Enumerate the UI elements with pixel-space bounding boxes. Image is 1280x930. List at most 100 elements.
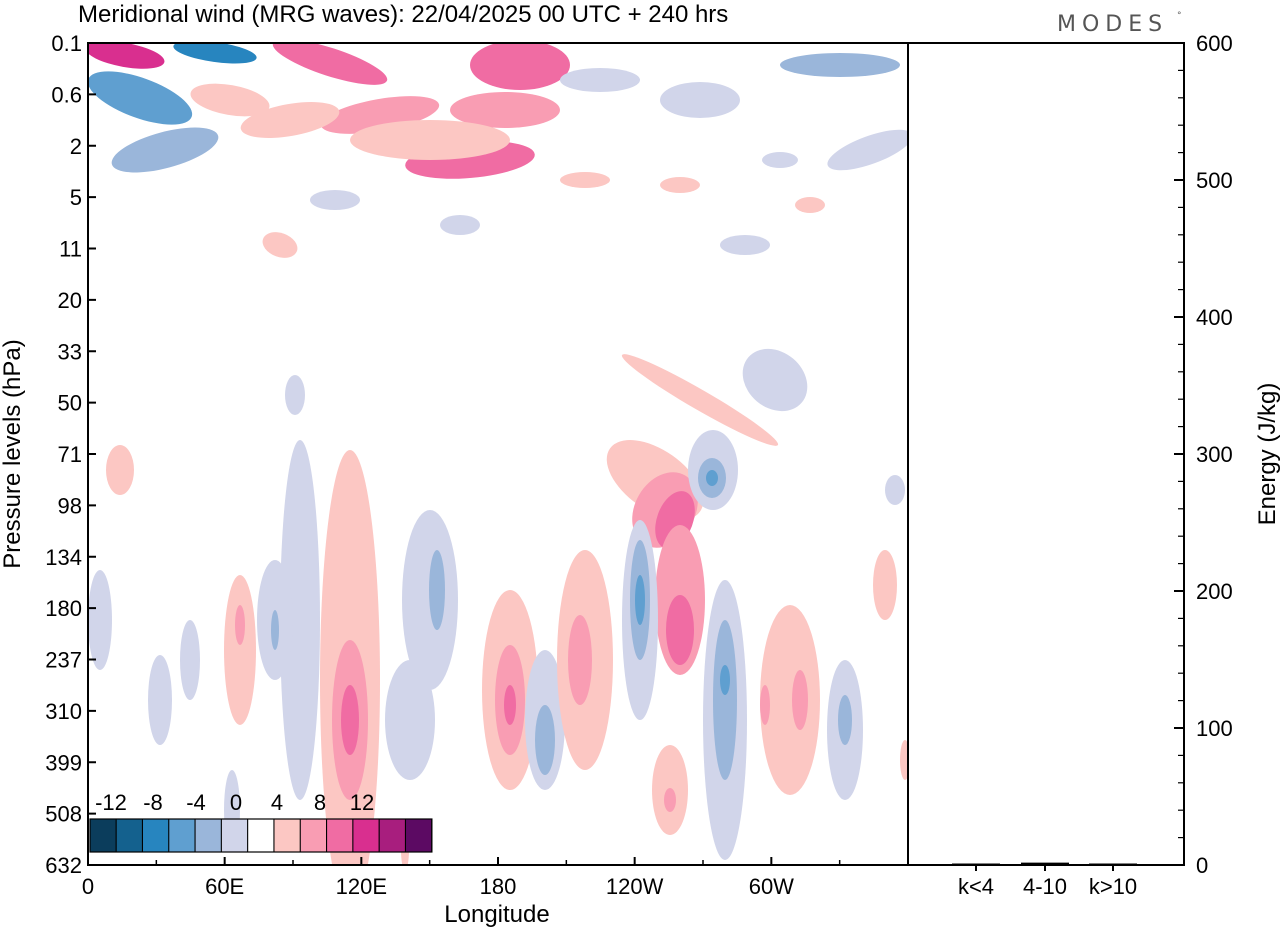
positive-anomaly-4 xyxy=(450,92,560,128)
positive-anomaly-32 xyxy=(666,595,694,665)
hovmoller-plot xyxy=(87,42,909,866)
positive-anomaly-22 xyxy=(190,83,270,117)
negative-anomaly-14 xyxy=(827,129,908,171)
positive-anomaly-49 xyxy=(235,605,245,645)
colorbar-swatch xyxy=(142,818,170,853)
positive-anomaly-24 xyxy=(621,354,779,446)
positive-anomaly-19 xyxy=(795,197,825,213)
positive-anomaly-9 xyxy=(350,120,510,160)
colorbar-swatch xyxy=(378,818,406,853)
y-tick-label: 310 xyxy=(45,699,82,724)
positive-anomaly-18 xyxy=(660,177,700,193)
negative-anomaly-15 xyxy=(310,190,360,210)
colorbar-label: -8 xyxy=(143,790,163,815)
colorbar-swatch xyxy=(299,818,327,853)
colorbar: -12 -8 -4 0 4 8 12 xyxy=(89,790,433,853)
energy-tick-label: 400 xyxy=(1196,305,1233,330)
y-axis-label: Pressure levels (hPa) xyxy=(0,339,26,568)
longitude-axis: 0 60E 120E 180 120W 60W xyxy=(82,857,841,899)
x-tick-label: 60W xyxy=(749,874,794,899)
energy-frame xyxy=(907,42,1185,866)
positive-anomaly-48 xyxy=(224,575,256,725)
colorbar-label: 4 xyxy=(271,790,283,815)
x-tick-label: 0 xyxy=(82,874,94,899)
positive-anomaly-62 xyxy=(760,605,820,795)
colorbar-label: 0 xyxy=(230,790,242,815)
colorbar-swatch xyxy=(405,818,433,853)
colorbar-swatch xyxy=(247,818,275,853)
energy-bars xyxy=(952,862,1137,865)
negative-anomaly-11 xyxy=(560,68,640,92)
chart-title: Meridional wind (MRG waves): 22/04/2025 … xyxy=(78,1,728,28)
colorbar-label: -4 xyxy=(186,790,206,815)
negative-anomaly-71 xyxy=(180,620,200,700)
y-tick-label: 508 xyxy=(45,802,82,827)
negative-anomaly-12 xyxy=(780,53,900,77)
y-tick-label: 0.1 xyxy=(51,31,82,56)
positive-anomaly-61 xyxy=(664,788,676,812)
negative-anomaly-69 xyxy=(88,570,112,670)
colorbar-frame xyxy=(89,818,433,853)
positive-anomaly-59 xyxy=(568,615,592,705)
energy-tick-label: 500 xyxy=(1196,168,1233,193)
y-tick-label: 98 xyxy=(58,493,82,518)
positive-anomaly-2 xyxy=(272,43,388,85)
energy-bar xyxy=(952,863,1000,865)
energy-category-label: 4-10 xyxy=(1023,874,1067,899)
colorbar-swatch xyxy=(115,818,143,853)
energy-tick-label: 200 xyxy=(1196,579,1233,604)
energy-panel: 0 100 200 300 400 500 600 k<4 4-10 k>10 xyxy=(907,31,1233,899)
energy-category-label: k<4 xyxy=(958,874,994,899)
colorbar-label: 8 xyxy=(314,790,326,815)
logo-mark: ° xyxy=(1177,11,1182,21)
positive-anomaly-8 xyxy=(320,96,440,134)
negative-anomaly-47 xyxy=(271,610,279,650)
negative-anomaly-38 xyxy=(635,575,645,625)
y-tick-label: 5 xyxy=(70,185,82,210)
negative-anomaly-41 xyxy=(720,665,730,695)
negative-anomaly-40 xyxy=(713,620,737,780)
negative-anomaly-70 xyxy=(148,655,172,745)
positive-anomaly-44 xyxy=(341,685,359,755)
colorbar-swatch xyxy=(326,818,354,853)
x-tick-label: 180 xyxy=(480,874,517,899)
colorbar-swatch xyxy=(168,818,196,853)
y-tick-label: 20 xyxy=(58,288,82,313)
y-tick-label: 33 xyxy=(58,339,82,364)
y-tick-label: 399 xyxy=(45,750,82,775)
energy-bar xyxy=(1021,862,1069,865)
energy-categories: k<4 4-10 k>10 xyxy=(958,865,1137,899)
positive-anomaly-17 xyxy=(560,172,610,188)
y-tick-label: 11 xyxy=(59,237,82,262)
negative-anomaly-23 xyxy=(762,152,798,168)
x-tick-label: 60E xyxy=(205,874,244,899)
y-tick-label: 71 xyxy=(58,442,82,467)
positive-anomaly-67 xyxy=(873,550,897,620)
negative-anomaly-35 xyxy=(706,470,718,486)
negative-anomaly-45 xyxy=(280,440,320,800)
negative-anomaly-25 xyxy=(742,348,808,412)
colorbar-label: 12 xyxy=(350,790,374,815)
y-tick-label: 237 xyxy=(45,648,82,673)
energy-bar xyxy=(1089,863,1137,865)
negative-anomaly-1 xyxy=(173,43,257,64)
y-tick-label: 0.6 xyxy=(51,82,82,107)
negative-anomaly-57 xyxy=(535,705,555,775)
negative-anomaly-26 xyxy=(285,375,305,415)
pressure-axis: 0.1 0.6 2 5 11 20 33 50 71 98 134 180 237 310 399 508 63… xyxy=(45,31,96,878)
x-tick-label: 120E xyxy=(336,874,387,899)
negative-anomaly-52 xyxy=(385,660,435,780)
positive-anomaly-21 xyxy=(262,232,298,258)
y-tick-label: 2 xyxy=(70,134,82,159)
positive-anomaly-27 xyxy=(106,445,134,495)
colorbar-swatch xyxy=(221,818,248,853)
y-tick-label: 134 xyxy=(45,545,82,570)
positive-anomaly-0 xyxy=(88,43,165,69)
colorbar-label: -12 xyxy=(95,790,127,815)
energy-axis: 0 100 200 300 400 500 600 xyxy=(1174,31,1233,878)
x-tick-label: 120W xyxy=(606,874,664,899)
negative-anomaly-5 xyxy=(88,71,193,125)
x-axis-label: Longitude xyxy=(444,901,549,928)
positive-anomaly-3 xyxy=(470,43,570,90)
